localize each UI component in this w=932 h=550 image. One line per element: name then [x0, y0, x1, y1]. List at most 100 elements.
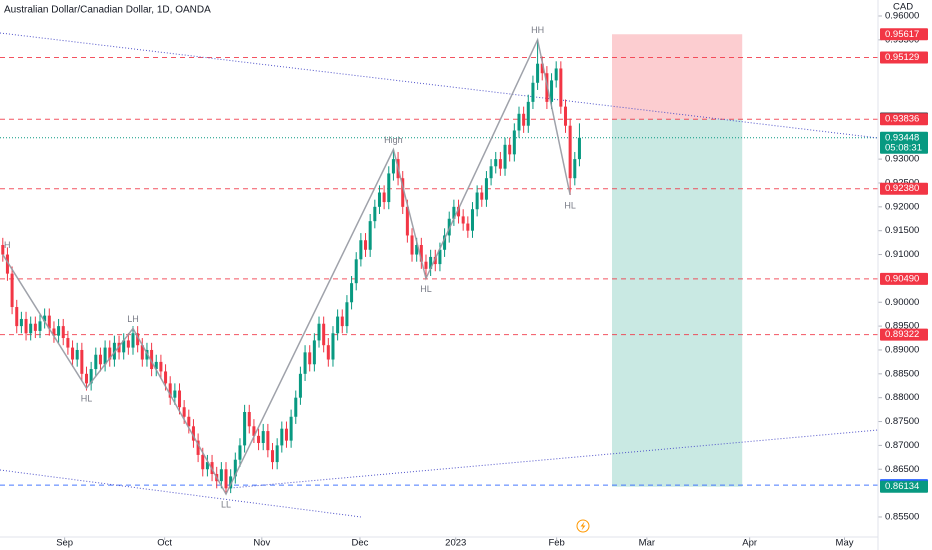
candle-body	[359, 240, 363, 260]
x-tick-label: Apr	[742, 538, 757, 549]
price-badge	[880, 182, 928, 195]
candle-body	[164, 371, 168, 384]
candle-body	[182, 407, 186, 417]
candle-body	[405, 206, 409, 236]
y-tick-label: 0.87000	[885, 440, 919, 451]
y-tick-label: 0.92000	[885, 201, 919, 212]
candle-body	[252, 426, 256, 436]
candle-body	[438, 249, 442, 265]
candle-body	[331, 333, 335, 360]
price-badge	[880, 480, 928, 493]
y-tick-label: 0.85500	[885, 511, 919, 522]
y-tick-label: 0.96000	[885, 10, 919, 21]
candle-body	[187, 416, 191, 427]
candle-body	[364, 240, 368, 250]
candle-body	[410, 235, 414, 255]
zigzag-line	[2, 37, 571, 496]
candle-body	[136, 333, 140, 346]
candle-body	[452, 206, 456, 219]
price-badge-label: 0.95617	[885, 29, 919, 40]
y-tick-label: 0.89000	[885, 344, 919, 355]
y-tick-label: 0.91500	[885, 225, 919, 236]
candle-body	[522, 113, 526, 126]
candle-body	[71, 347, 75, 360]
candle-body	[377, 192, 381, 207]
candle-body	[573, 159, 577, 179]
candle-body	[150, 349, 154, 370]
price-badge	[880, 51, 928, 64]
candle-body	[443, 235, 447, 250]
pivot-label: HL	[420, 284, 432, 294]
candle-body	[554, 68, 558, 81]
candle-body	[131, 333, 135, 348]
price-badge	[880, 272, 928, 285]
candle-body	[24, 318, 28, 334]
candle-body	[122, 340, 126, 353]
candle-body	[494, 159, 498, 167]
candle-body	[466, 223, 470, 231]
candle-body	[322, 323, 326, 346]
candle-body	[47, 315, 51, 329]
candle-body	[89, 369, 93, 384]
pivot-label: LH	[127, 314, 139, 324]
candle-body	[512, 130, 516, 155]
price-badge	[880, 328, 928, 341]
candle-body	[317, 323, 321, 341]
y-tick-label: 0.89500	[885, 321, 919, 332]
pivot-label: LL	[221, 499, 231, 509]
candle-body	[284, 428, 288, 441]
y-tick-label: 0.90000	[885, 297, 919, 308]
candle-body	[196, 440, 200, 455]
candle-body	[57, 326, 61, 336]
candle-body	[508, 144, 512, 155]
trendline	[230, 429, 879, 489]
candle-body	[536, 63, 540, 83]
candle-body	[38, 321, 42, 331]
pivot-label: H	[4, 240, 11, 250]
price-badge-label: 0.86134	[885, 481, 919, 492]
candle-body	[1, 245, 5, 255]
candle-body	[433, 256, 437, 265]
target-zone	[611, 119, 743, 487]
price-badge-label: 0.93836	[885, 114, 919, 125]
price-badge-label: 0.92380	[885, 183, 919, 194]
mid-layer	[1, 39, 581, 495]
front-layer: 0.960000.955000.930000.925000.920000.915…	[2, 10, 928, 549]
stop-zone	[611, 34, 743, 120]
candle-body	[33, 323, 37, 331]
candle-body	[308, 352, 312, 365]
price-badge-label: 0.93448	[885, 132, 919, 143]
candle-body	[75, 349, 79, 360]
pivot-label: HL	[564, 200, 576, 210]
currency-label: CAD	[893, 2, 913, 13]
candle-body	[368, 221, 372, 250]
candle-body	[503, 144, 507, 169]
x-tick-label: Nov	[253, 538, 270, 549]
candle-body	[480, 192, 484, 200]
candle-body	[52, 328, 56, 336]
candle-body	[140, 345, 144, 360]
y-tick-label: 0.88500	[885, 368, 919, 379]
pivot-label: HL	[81, 394, 93, 404]
candle-body	[517, 113, 521, 131]
candle-body	[312, 340, 316, 365]
candle-body	[173, 390, 177, 398]
candle-body	[19, 318, 23, 327]
candle-body	[336, 316, 340, 334]
candle-body	[5, 254, 9, 274]
candle-body	[531, 82, 535, 102]
candle-body	[401, 178, 405, 207]
candle-body	[289, 416, 293, 441]
candle-body	[126, 340, 130, 348]
candle-body	[489, 166, 493, 179]
candle-body	[271, 450, 275, 463]
replay-icon[interactable]	[576, 519, 590, 533]
candle-body	[84, 373, 89, 384]
candle-body	[419, 245, 423, 262]
candle-body	[154, 361, 158, 370]
candle-body	[201, 454, 205, 470]
price-badge-label: 0.89322	[885, 329, 919, 340]
candle-body	[457, 206, 461, 217]
